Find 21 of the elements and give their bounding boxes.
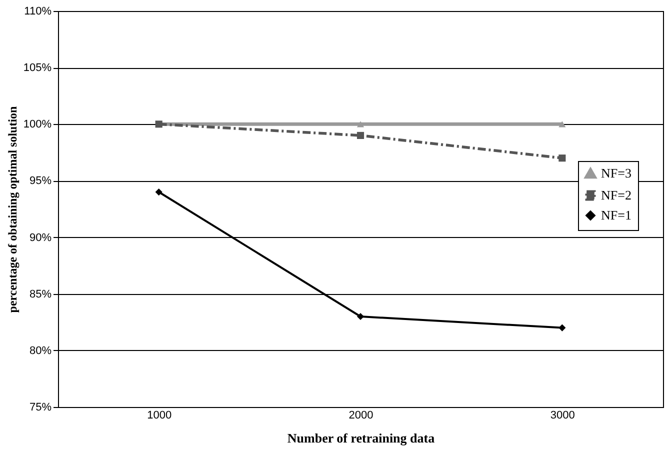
point	[356, 132, 364, 139]
x-tick-label: 2000	[348, 410, 374, 422]
y-axis-title: percentage of obtaining optimal solution	[5, 106, 20, 313]
y-tick-label: 75%	[29, 402, 52, 414]
legend-label: NF=1	[601, 208, 632, 222]
y-tick-label: 100%	[23, 118, 52, 131]
point	[558, 324, 566, 332]
x-tick-label: 3000	[550, 410, 575, 422]
y-tick-label: 110%	[24, 6, 52, 18]
y-tick-label: 105%	[23, 62, 52, 74]
point	[558, 154, 566, 162]
point	[356, 312, 364, 320]
y-tick-label: 90%	[29, 232, 52, 244]
legend-label: NF=2	[601, 188, 632, 202]
x-tick-label: 1000	[147, 410, 172, 422]
point	[155, 188, 162, 196]
legend-label: NF=3	[601, 166, 632, 180]
y-tick-label: 85%	[29, 288, 52, 300]
y-tick-label: 80%	[29, 344, 52, 357]
x-axis-title: Number of retraining data	[287, 430, 436, 446]
y-tick-label: 95%	[29, 175, 52, 188]
